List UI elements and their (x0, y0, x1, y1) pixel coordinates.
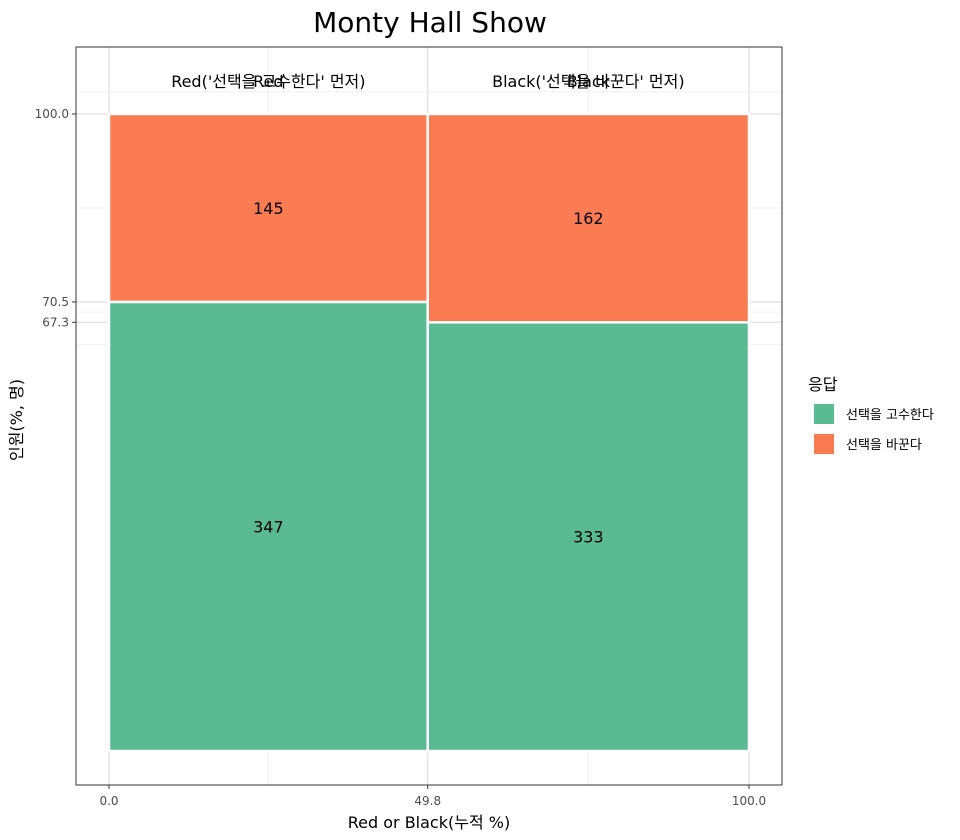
plot-area: Red('선택을 고수한다' 먼저)Red Black('선택을 바꾼다' 먼저)… (35, 46, 783, 808)
legend-title: 응답 (808, 375, 838, 394)
cell-label: 145 (253, 199, 284, 218)
x-tick-label: 49.8 (414, 794, 441, 808)
legend-label: 선택을 바꾼다 (846, 438, 922, 453)
chart-title: Monty Hall Show (313, 6, 547, 39)
tile-0-0 (107, 300, 429, 753)
cell-label: 347 (253, 517, 284, 536)
column-overlap-label: Black (567, 72, 611, 91)
y-axis-title: 인원(%, 명) (7, 379, 26, 461)
cell-label: 333 (573, 528, 604, 547)
x-tick-label: 0.0 (99, 794, 118, 808)
column-overlap-label: Red (253, 72, 283, 91)
legend-key-0 (814, 404, 834, 424)
x-tick-label: 100.0 (732, 794, 766, 808)
y-tick-label: 70.5 (42, 295, 69, 309)
column-label: Black('선택을 바꾼다' 먼저) (492, 72, 685, 91)
y-tick-label: 100.0 (35, 107, 69, 121)
cell-label: 162 (573, 209, 604, 228)
tile-1-0 (426, 321, 751, 753)
tiles (107, 112, 751, 753)
x-axis-title: Red or Black(누적 %) (348, 813, 510, 832)
tile-1-1 (426, 112, 751, 324)
y-tick-label: 67.3 (42, 315, 69, 329)
column-label: Red('선택을 고수한다' 먼저) (171, 72, 365, 91)
legend-label: 선택을 고수한다 (846, 408, 934, 423)
cell-labels: 347 145 333 162 (253, 199, 604, 547)
legend-key-1 (814, 434, 834, 454)
panel-border (75, 46, 783, 786)
